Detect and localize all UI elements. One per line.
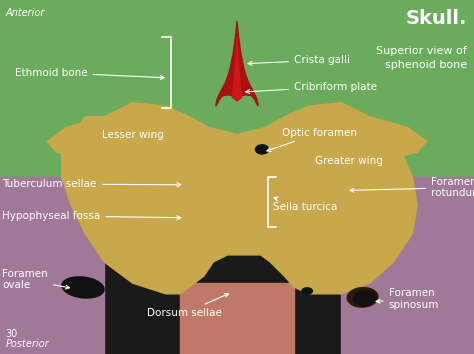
Text: Foramen
ovale: Foramen ovale: [2, 269, 70, 291]
Text: Skull.: Skull.: [406, 9, 467, 28]
Text: Ethmoid bone: Ethmoid bone: [15, 68, 164, 79]
Bar: [0, 177, 104, 354]
Text: Foramen
spinosum: Foramen spinosum: [376, 288, 439, 310]
Bar: [0, 0, 474, 191]
Text: Dorsum sellae: Dorsum sellae: [147, 293, 228, 318]
Bar: [180, 283, 294, 354]
Ellipse shape: [347, 287, 378, 307]
Polygon shape: [216, 21, 258, 106]
Text: Hypophyseal fossa: Hypophyseal fossa: [2, 211, 181, 221]
Text: Crista galli: Crista galli: [248, 55, 350, 65]
Ellipse shape: [255, 145, 269, 154]
Ellipse shape: [62, 277, 104, 298]
Text: Optic foramen: Optic foramen: [267, 128, 357, 152]
Text: Tuberculum sellae: Tuberculum sellae: [2, 179, 181, 189]
Polygon shape: [47, 117, 218, 159]
Text: Anterior: Anterior: [6, 8, 45, 18]
Polygon shape: [256, 117, 427, 159]
Text: Cribriform plate: Cribriform plate: [246, 82, 377, 93]
Ellipse shape: [354, 291, 376, 305]
Text: Superior view of
sphenoid bone: Superior view of sphenoid bone: [376, 46, 467, 70]
Text: Posterior: Posterior: [6, 339, 49, 349]
Text: Sella turcica: Sella turcica: [273, 197, 337, 212]
Bar: [341, 177, 474, 354]
Text: Foramen
rotundum: Foramen rotundum: [350, 177, 474, 199]
Ellipse shape: [302, 288, 312, 294]
Text: Greater wing: Greater wing: [315, 156, 383, 166]
Text: Lesser wing: Lesser wing: [102, 130, 164, 139]
Text: 30: 30: [6, 329, 18, 339]
Polygon shape: [232, 37, 242, 101]
Polygon shape: [62, 103, 417, 294]
